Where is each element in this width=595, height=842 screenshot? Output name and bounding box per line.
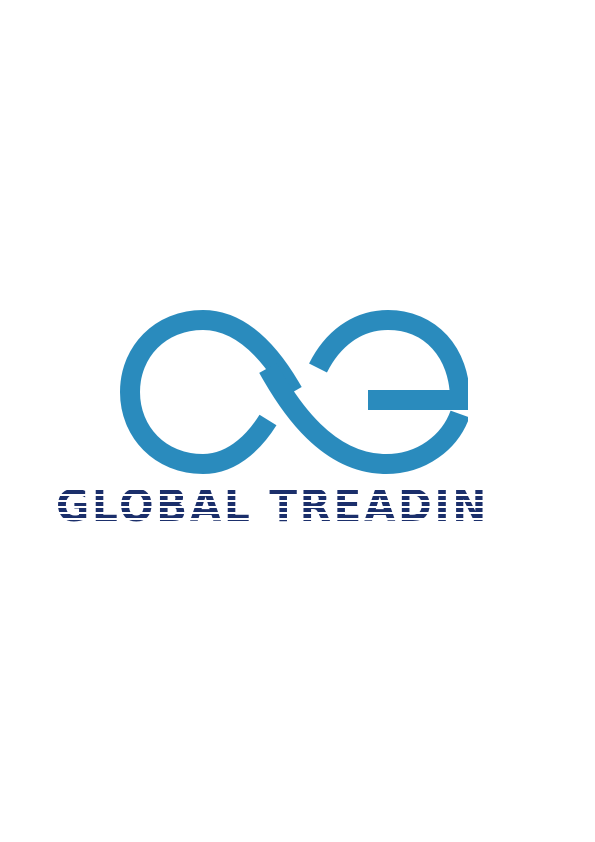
brand-wordmark: GLOBAL TREADING bbox=[56, 481, 525, 532]
right-loop-e bbox=[309, 309, 468, 410]
infinity-ae-mark-icon bbox=[119, 309, 468, 475]
crossing-stroke bbox=[259, 363, 468, 475]
left-loop bbox=[119, 309, 302, 475]
